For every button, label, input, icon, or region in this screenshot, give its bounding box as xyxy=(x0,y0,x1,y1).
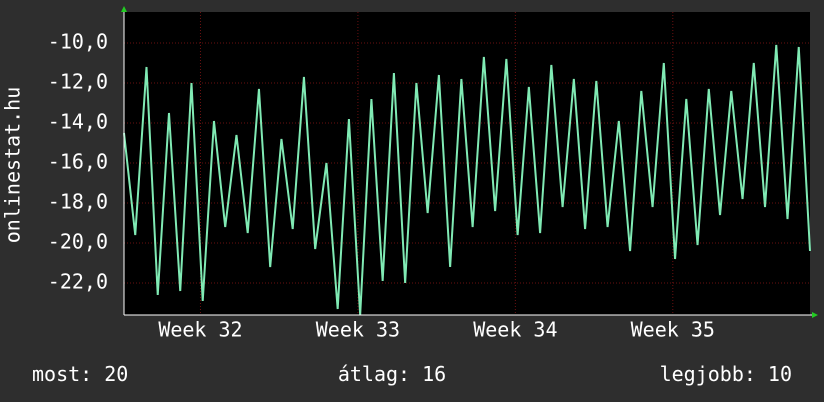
stat-label: átlag: xyxy=(338,362,410,386)
x-tick-label: Week 32 xyxy=(158,318,242,342)
y-tick-label: -22,0 xyxy=(48,270,108,294)
x-tick-label: Week 35 xyxy=(631,318,715,342)
y-arrow xyxy=(121,6,127,12)
stat: most: 20 xyxy=(32,362,128,386)
x-tick-label: Week 33 xyxy=(316,318,400,342)
line xyxy=(123,44,811,316)
stat-value: 10 xyxy=(768,362,792,386)
x-arrow xyxy=(812,312,818,318)
stats: most: 20 átlag: 16 legjobb: 10 xyxy=(32,362,792,386)
stat-label: most: xyxy=(32,362,92,386)
y-tick-label: -18,0 xyxy=(48,190,108,214)
stat-label: legjobb: xyxy=(660,362,756,386)
y-tick-label: -12,0 xyxy=(48,70,108,94)
plot xyxy=(123,44,811,316)
y-tick-label: -14,0 xyxy=(48,110,108,134)
y-tick-label: -20,0 xyxy=(48,230,108,254)
stat: legjobb: 10 xyxy=(660,362,792,386)
y-tick-label: -10,0 xyxy=(48,30,108,54)
y-axis-label: onlinestat.hu xyxy=(1,87,25,244)
stat-value: 16 xyxy=(422,362,446,386)
x-tick-label: Week 34 xyxy=(473,318,557,342)
y-tick-label: -16,0 xyxy=(48,150,108,174)
stat-value: 20 xyxy=(104,362,128,386)
stat: átlag: 16 xyxy=(338,362,446,386)
